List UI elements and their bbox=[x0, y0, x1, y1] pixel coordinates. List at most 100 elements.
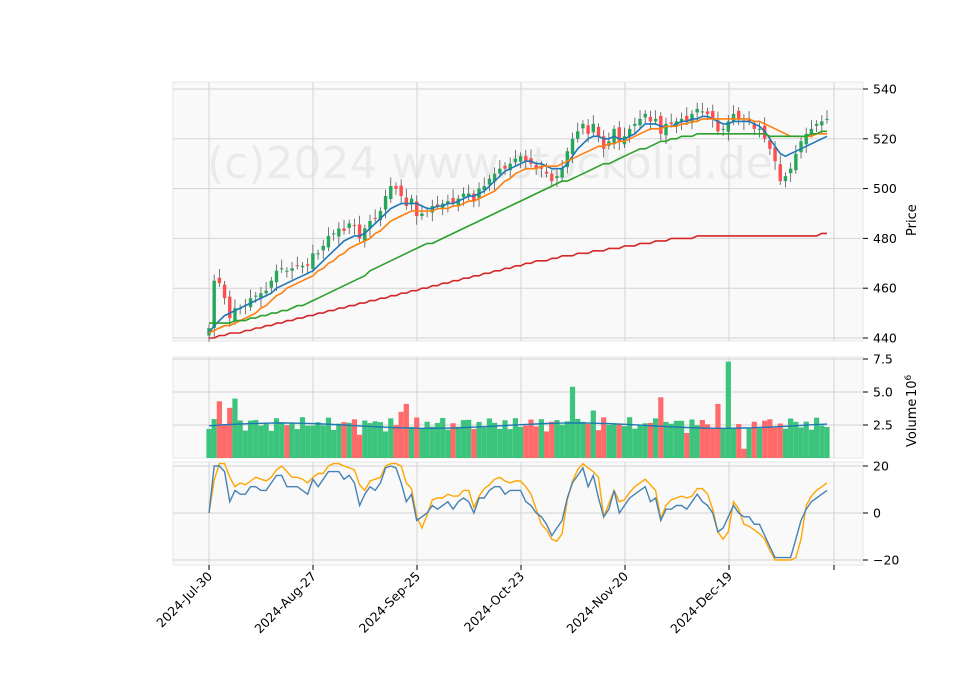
candle bbox=[394, 186, 398, 189]
price-series bbox=[207, 102, 829, 342]
volume-bar bbox=[814, 417, 820, 458]
volume-bar bbox=[720, 427, 726, 458]
volume-bar bbox=[642, 423, 648, 458]
candle bbox=[555, 176, 559, 179]
volume-bar bbox=[429, 426, 435, 458]
oscillator-tick-label: 20 bbox=[873, 459, 889, 474]
volume-bar bbox=[788, 418, 794, 458]
candle bbox=[638, 118, 642, 126]
candle bbox=[373, 217, 377, 219]
volume-bar bbox=[554, 420, 560, 458]
candle bbox=[321, 245, 325, 251]
volume-bar bbox=[549, 421, 555, 458]
price-axis-label: Price bbox=[905, 204, 920, 236]
volume-bar bbox=[242, 430, 248, 458]
candle bbox=[716, 120, 720, 132]
price-tick-label: 460 bbox=[873, 281, 897, 296]
volume-bar bbox=[455, 426, 461, 458]
volume-bar bbox=[746, 428, 752, 458]
candle bbox=[560, 168, 564, 178]
volume-bar bbox=[564, 421, 570, 458]
candle bbox=[347, 223, 351, 228]
candle bbox=[233, 308, 237, 322]
candle bbox=[357, 224, 362, 239]
candle bbox=[773, 147, 777, 162]
candle bbox=[752, 124, 756, 129]
candle bbox=[544, 171, 549, 174]
volume-bar bbox=[216, 401, 222, 458]
candle bbox=[653, 118, 658, 122]
candle bbox=[622, 136, 627, 145]
candle bbox=[617, 127, 621, 142]
volume-bar bbox=[434, 422, 441, 458]
volume-bar bbox=[684, 432, 690, 458]
volume-bar bbox=[388, 418, 394, 458]
volume-bar bbox=[408, 426, 415, 458]
candle bbox=[550, 173, 554, 182]
candle bbox=[295, 265, 299, 267]
volume-bar bbox=[517, 426, 524, 458]
candle bbox=[596, 126, 601, 137]
volume-bar bbox=[247, 420, 254, 458]
volume-bar bbox=[492, 422, 498, 458]
volume-bar bbox=[559, 424, 565, 458]
candle bbox=[794, 153, 798, 171]
ma-long-line bbox=[209, 232, 827, 339]
candle bbox=[814, 123, 819, 126]
volume-bar bbox=[658, 397, 664, 458]
volume-bar bbox=[803, 421, 809, 458]
candle bbox=[737, 110, 741, 119]
candle bbox=[274, 270, 279, 283]
volume-bar bbox=[398, 411, 404, 458]
candle bbox=[269, 280, 274, 288]
volume-bar bbox=[346, 422, 352, 458]
candle bbox=[586, 125, 590, 134]
volume-bar bbox=[486, 418, 493, 458]
candle bbox=[679, 118, 684, 122]
candle bbox=[378, 211, 383, 220]
volume-bar bbox=[471, 429, 477, 458]
candle bbox=[290, 268, 294, 271]
volume-bar bbox=[580, 421, 586, 458]
volume-bar bbox=[476, 421, 482, 458]
candle bbox=[633, 123, 637, 126]
volume-bar bbox=[263, 422, 269, 458]
oscillator-tick-label: −20 bbox=[873, 553, 899, 568]
volume-bar bbox=[331, 429, 337, 458]
volume-bar bbox=[460, 420, 467, 458]
candle bbox=[472, 193, 476, 202]
volume-bar bbox=[616, 423, 622, 458]
volume-bar bbox=[502, 420, 508, 458]
volume-bar bbox=[595, 430, 602, 458]
volume-bar bbox=[772, 427, 778, 458]
candle bbox=[731, 113, 736, 122]
ma-mid-line bbox=[208, 118, 827, 334]
candle bbox=[446, 201, 450, 204]
ma-slow-line bbox=[209, 130, 827, 324]
volume-bar bbox=[762, 420, 768, 458]
volume-bar bbox=[336, 423, 342, 458]
volume-bar bbox=[725, 361, 731, 458]
volume-ma-line bbox=[208, 422, 828, 429]
volume-bar bbox=[232, 398, 238, 458]
volume-bar bbox=[206, 428, 212, 458]
volume-bar bbox=[798, 427, 804, 458]
volume-bar bbox=[419, 428, 425, 458]
candle bbox=[664, 123, 668, 136]
volume-bar bbox=[528, 419, 534, 458]
volume-bar bbox=[310, 425, 316, 458]
volume-bar bbox=[606, 424, 612, 458]
candle bbox=[700, 111, 705, 113]
volume-bar bbox=[741, 448, 747, 458]
candle bbox=[228, 296, 232, 319]
candle bbox=[342, 228, 346, 231]
candle bbox=[498, 168, 502, 174]
volume-bar bbox=[601, 417, 607, 458]
candle bbox=[331, 233, 336, 235]
price-tick-label: 480 bbox=[873, 231, 897, 246]
volume-bar bbox=[466, 419, 472, 458]
volume-axis-unit: 106 bbox=[904, 374, 920, 397]
candle bbox=[487, 178, 492, 185]
candle bbox=[591, 123, 596, 133]
candle bbox=[783, 176, 788, 182]
